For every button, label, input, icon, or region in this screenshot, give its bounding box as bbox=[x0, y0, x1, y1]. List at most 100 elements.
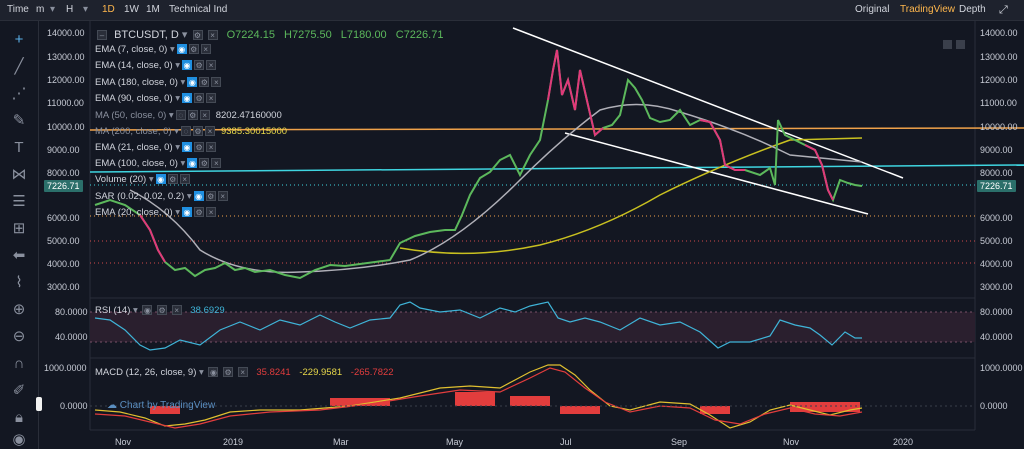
indicator-row[interactable]: EMA (20, close, 0) ▾ ◉ ⚙ × bbox=[95, 207, 217, 219]
technical-indicators-button[interactable]: Technical Ind bbox=[169, 4, 228, 15]
minute-dropdown[interactable]: m bbox=[36, 4, 45, 15]
pane-maximize-icon[interactable] bbox=[943, 40, 952, 49]
eye-icon[interactable]: ◉ bbox=[187, 77, 198, 88]
eye-icon[interactable]: ◉ bbox=[193, 191, 204, 202]
tab-original[interactable]: Original bbox=[855, 4, 890, 15]
magnet-icon[interactable]: ∩ bbox=[13, 355, 25, 372]
interval-1m[interactable]: 1M bbox=[146, 4, 160, 15]
chevron-down-icon[interactable]: ▾ bbox=[181, 29, 188, 41]
indicator-row[interactable]: SAR (0.02, 0.02, 0.2) ▾ ◉ ⚙ × bbox=[95, 191, 228, 203]
indicator-label: EMA (14, close, 0) bbox=[95, 60, 173, 71]
close-icon[interactable]: × bbox=[200, 44, 211, 55]
chevron-down-icon[interactable]: ▾ bbox=[133, 305, 138, 316]
eye-off-icon[interactable]: ◌ bbox=[180, 126, 191, 137]
indicator-row[interactable]: Volume (20) ▾ ◉ ⚙ × bbox=[95, 174, 190, 186]
trend-line-icon[interactable]: ╱ bbox=[14, 58, 24, 75]
close-icon[interactable]: × bbox=[206, 93, 217, 104]
indicator-row[interactable]: EMA (21, close, 0) ▾ ◉ ⚙ × bbox=[95, 142, 217, 154]
pane-handle[interactable] bbox=[36, 397, 42, 411]
tab-depth[interactable]: Depth bbox=[959, 4, 986, 15]
chevron-down-icon[interactable]: ▾ bbox=[199, 367, 204, 378]
settings-icon[interactable]: ⚙ bbox=[194, 207, 205, 218]
chevron-down-icon[interactable]: ▾ bbox=[83, 4, 89, 15]
settings-icon[interactable]: ⚙ bbox=[199, 158, 210, 169]
eye-icon[interactable]: ◉ bbox=[142, 305, 153, 316]
close-icon[interactable]: × bbox=[217, 191, 228, 202]
settings-icon[interactable]: ⚙ bbox=[194, 60, 205, 71]
settings-icon[interactable]: ⚙ bbox=[157, 305, 168, 316]
eye-icon[interactable]: ◉ bbox=[182, 142, 193, 153]
interval-1d[interactable]: 1D bbox=[102, 4, 115, 15]
eye-icon[interactable]: ◉ bbox=[182, 93, 193, 104]
close-icon[interactable]: × bbox=[179, 174, 190, 185]
settings-icon[interactable]: ⚙ bbox=[192, 30, 203, 41]
settings-icon[interactable]: ⚙ bbox=[205, 191, 216, 202]
lock-icon[interactable]: 🔒︎ bbox=[15, 409, 23, 426]
measure-icon[interactable]: ⊞ bbox=[12, 220, 26, 237]
brush-icon[interactable]: ✎ bbox=[12, 112, 26, 129]
text-icon[interactable]: T bbox=[14, 139, 24, 156]
settings-icon[interactable]: ⚙ bbox=[194, 142, 205, 153]
settings-icon[interactable]: ⚙ bbox=[223, 367, 234, 378]
eye-icon[interactable]: ◉ bbox=[208, 367, 219, 378]
pitchfork-icon[interactable]: ⋰ bbox=[11, 85, 27, 102]
close-icon[interactable]: × bbox=[211, 77, 222, 88]
price-axis-right-label: 8000.00 bbox=[980, 168, 1013, 178]
settings-icon[interactable]: ⚙ bbox=[167, 174, 178, 185]
macd-legend[interactable]: MACD (12, 26, close, 9) ▾ ◉ ⚙ × 35.8241 … bbox=[95, 367, 394, 379]
eye-icon[interactable]: ◉ bbox=[176, 44, 187, 55]
ruler-icon[interactable]: ⌇ bbox=[15, 274, 23, 291]
pattern-icon[interactable]: ⋈ bbox=[11, 166, 27, 183]
eye-icon[interactable]: ◉ bbox=[182, 207, 193, 218]
collapse-icon[interactable]: – bbox=[97, 30, 107, 41]
time-label[interactable]: Time bbox=[7, 4, 29, 15]
indicator-row[interactable]: MA (50, close, 0) ▾ ◌ ⚙ × 8202.47160000 bbox=[95, 110, 282, 121]
settings-icon[interactable]: ⚙ bbox=[187, 110, 198, 121]
symbol-label[interactable]: BTCUSDT, D bbox=[114, 29, 179, 41]
close-icon[interactable]: × bbox=[206, 142, 217, 153]
channel-lower-line[interactable] bbox=[564, 132, 869, 215]
tab-tradingview[interactable]: TradingView bbox=[900, 4, 956, 15]
support-line-cyan[interactable] bbox=[89, 164, 1024, 173]
close-icon[interactable]: × bbox=[211, 158, 222, 169]
close-icon[interactable]: × bbox=[199, 110, 210, 121]
close-icon[interactable]: × bbox=[171, 305, 182, 316]
eye-off-icon[interactable]: ◌ bbox=[175, 110, 186, 121]
close-icon[interactable]: × bbox=[237, 367, 248, 378]
settings-icon[interactable]: ⚙ bbox=[188, 44, 199, 55]
close-icon[interactable]: × bbox=[207, 30, 218, 41]
indicator-row[interactable]: EMA (100, close, 0) ▾ ◉ ⚙ × bbox=[95, 158, 222, 170]
settings-icon[interactable]: ⚙ bbox=[192, 126, 203, 137]
settings-icon[interactable]: ⚙ bbox=[194, 93, 205, 104]
resistance-line-orange[interactable] bbox=[89, 127, 1024, 131]
channel-upper-line[interactable] bbox=[512, 27, 904, 179]
indicator-row[interactable]: EMA (7, close, 0) ▾ ◉ ⚙ × bbox=[95, 44, 211, 56]
settings-icon[interactable]: ⚙ bbox=[199, 77, 210, 88]
close-icon[interactable]: × bbox=[206, 207, 217, 218]
ohlc-close: C7226.71 bbox=[395, 29, 444, 41]
crosshair-icon[interactable]: + bbox=[14, 31, 24, 48]
chevron-down-icon[interactable]: ▾ bbox=[50, 4, 56, 15]
interval-1w[interactable]: 1W bbox=[124, 4, 139, 15]
eye-icon[interactable]: ◉ bbox=[182, 60, 193, 71]
rsi-legend[interactable]: RSI (14) ▾ ◉ ⚙ × 38.6929 bbox=[95, 305, 225, 317]
pane-restore-icon[interactable] bbox=[956, 40, 965, 49]
eye-icon[interactable]: ◉ bbox=[155, 174, 166, 185]
close-icon[interactable]: × bbox=[206, 60, 217, 71]
indicator-row[interactable]: EMA (180, close, 0) ▾ ◉ ⚙ × bbox=[95, 77, 222, 89]
price-axis-right-label: 10000.00 bbox=[980, 122, 1018, 132]
fib-icon[interactable]: ☰ bbox=[12, 193, 26, 210]
zoom-in-icon[interactable]: ⊕ bbox=[12, 301, 26, 318]
lock-drawing-icon[interactable]: ✐ bbox=[12, 382, 26, 399]
hour-dropdown[interactable]: H bbox=[66, 4, 74, 15]
fullscreen-icon[interactable]: ⤢ bbox=[999, 4, 1008, 16]
indicator-row[interactable]: EMA (14, close, 0) ▾ ◉ ⚙ × bbox=[95, 60, 217, 72]
eye-icon[interactable]: ◉ bbox=[187, 158, 198, 169]
eye-icon[interactable]: ◉ bbox=[12, 431, 26, 448]
zoom-out-icon[interactable]: ⊖ bbox=[12, 328, 26, 345]
arrow-left-icon[interactable]: ⬅ bbox=[12, 247, 26, 264]
close-icon[interactable]: × bbox=[204, 126, 215, 137]
indicator-row[interactable]: EMA (90, close, 0) ▾ ◉ ⚙ × bbox=[95, 93, 217, 105]
indicator-row[interactable]: MA (200, close, 0) ▾ ◌ ⚙ × 9385.30015000 bbox=[95, 126, 288, 137]
